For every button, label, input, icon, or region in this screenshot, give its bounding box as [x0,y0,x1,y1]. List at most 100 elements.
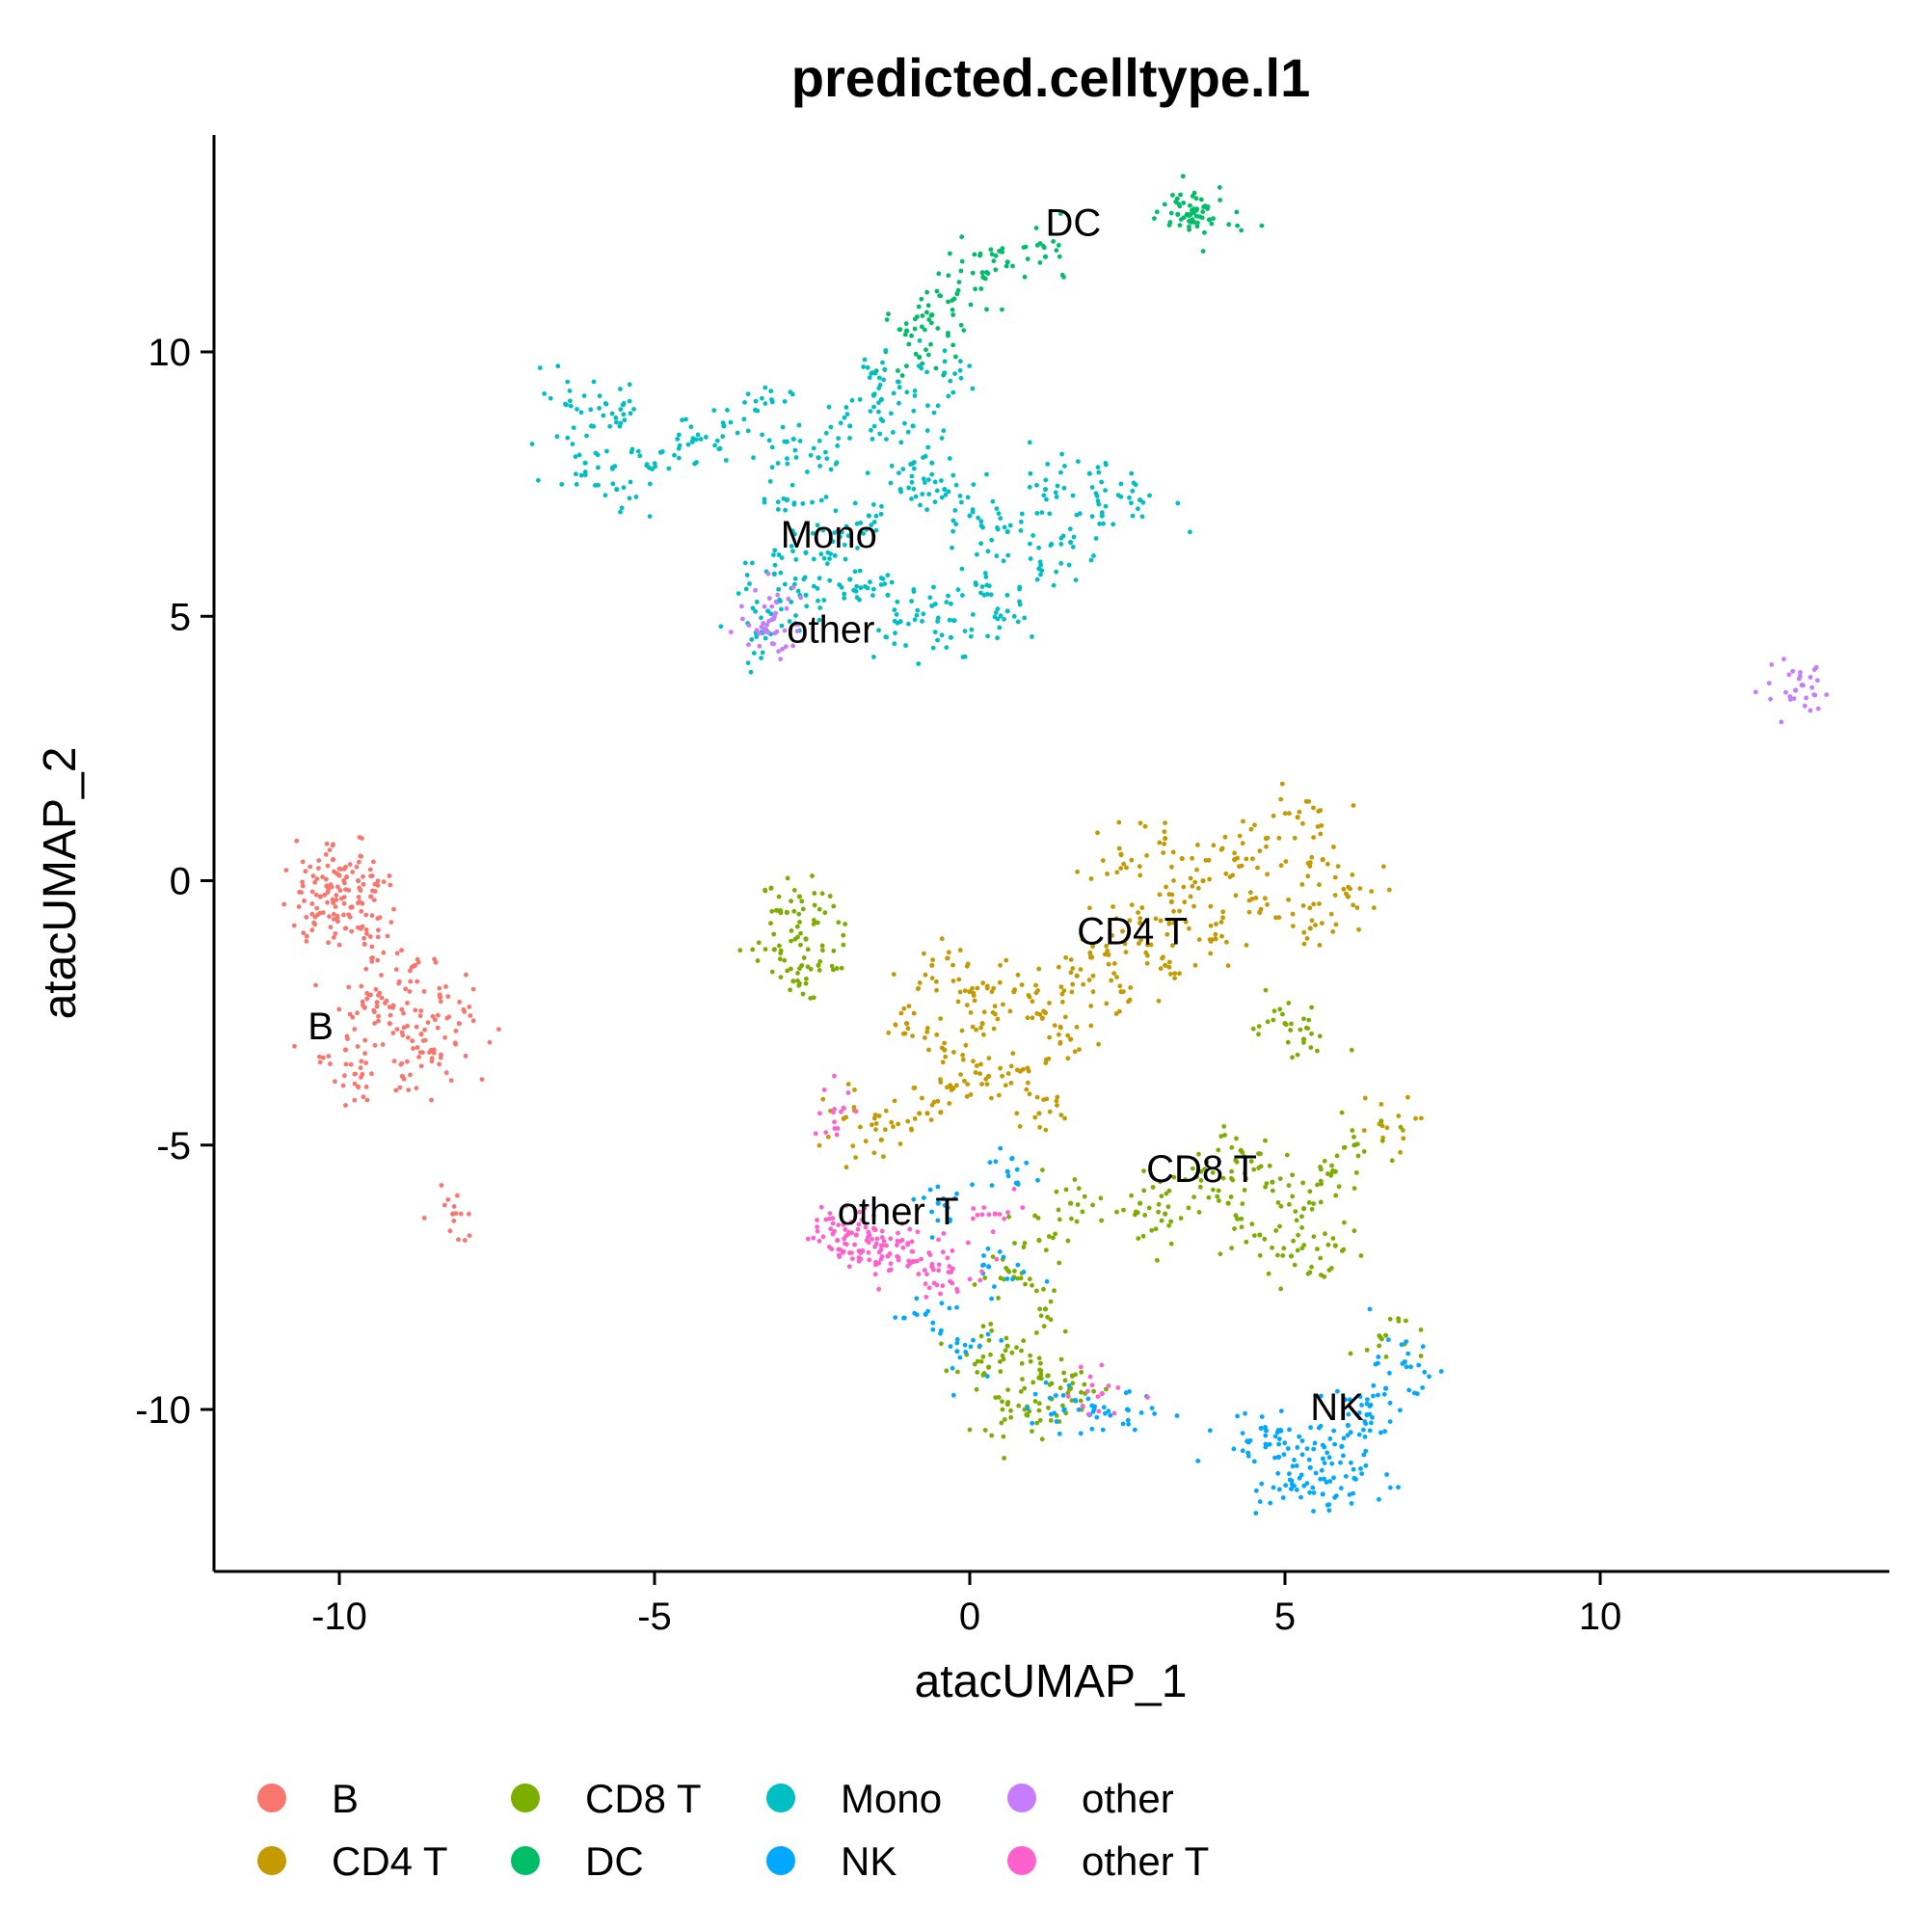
data-point [926,317,932,322]
data-point [1331,1475,1336,1481]
data-point [1220,909,1226,915]
data-point [935,615,941,621]
data-point [470,986,476,992]
data-point [843,1241,847,1247]
data-point [1030,1420,1035,1426]
data-point [1057,1025,1063,1031]
data-point [909,1127,914,1133]
data-point [1096,470,1102,475]
data-point [935,637,940,643]
data-point [1071,534,1077,540]
data-point [1358,1253,1364,1258]
data-point [949,601,953,606]
data-point [676,445,682,451]
data-point [776,894,782,899]
data-point [782,628,788,633]
data-point [683,416,688,422]
data-point [1057,211,1063,217]
data-point [1361,1427,1366,1433]
data-point [934,987,939,993]
legend-swatch [257,1846,286,1875]
data-point [1275,1454,1282,1460]
data-point [1220,915,1225,921]
data-point [888,480,894,486]
data-point [1108,1412,1113,1418]
data-point [368,894,374,899]
data-point [1015,1275,1020,1281]
data-point [830,1221,836,1226]
data-point [1056,243,1061,248]
data-point [1154,209,1160,215]
data-point [1001,1434,1006,1439]
data-point [975,1212,980,1218]
data-point [344,874,349,880]
data-point [910,1033,915,1038]
data-point [364,990,370,996]
data-point [756,940,762,946]
data-point [879,1228,885,1234]
data-point [898,1010,904,1016]
data-point [873,1121,879,1126]
data-point [1404,1318,1408,1324]
data-point [880,577,886,581]
data-point [1412,1390,1417,1396]
data-point [1063,1187,1069,1193]
data-point [1301,1206,1307,1212]
data-point [871,586,876,592]
data-point [1004,957,1009,963]
data-point [1796,676,1802,682]
data-point [779,623,785,629]
data-point [1242,1188,1247,1193]
data-point [988,247,994,253]
data-point [300,883,306,889]
data-point [823,449,828,455]
data-point [816,906,822,912]
data-point [1322,1461,1327,1465]
data-point [326,1054,332,1059]
data-point [883,1108,889,1114]
data-point [1311,835,1316,840]
data-point [904,389,910,395]
data-point [310,873,316,878]
data-point [1141,1188,1147,1194]
data-point [1803,703,1807,709]
data-point [1418,1328,1424,1332]
data-point [1042,254,1049,259]
data-point [798,930,803,936]
data-point [396,980,402,986]
data-point [627,398,632,404]
data-point [1057,1385,1063,1391]
data-point [1053,1393,1058,1398]
data-point [1156,998,1162,1004]
data-point [950,962,955,968]
data-point [1004,608,1010,614]
data-point [948,378,953,384]
data-point [1253,1488,1259,1493]
data-point [1318,1199,1324,1205]
data-point [1000,1073,1004,1079]
data-point [769,617,775,623]
data-point [771,947,777,953]
data-point [1130,513,1136,519]
data-point [357,835,362,840]
data-point [1117,983,1123,989]
data-point [939,1045,945,1051]
data-point [789,600,794,604]
data-point [1318,1178,1324,1184]
data-point [831,948,837,953]
data-point [746,623,752,628]
data-point [1289,1478,1295,1484]
data-point [1004,528,1010,535]
data-point [1211,1187,1216,1193]
data-point [1106,961,1111,967]
data-point [1036,1355,1042,1361]
data-point [401,1076,407,1082]
data-point [633,495,639,499]
data-point [1330,1167,1335,1173]
data-point [1352,1228,1357,1234]
data-point [1168,210,1174,216]
data-point [363,927,369,932]
data-point [720,420,726,425]
data-point [1299,1246,1305,1251]
data-point [1099,513,1105,519]
